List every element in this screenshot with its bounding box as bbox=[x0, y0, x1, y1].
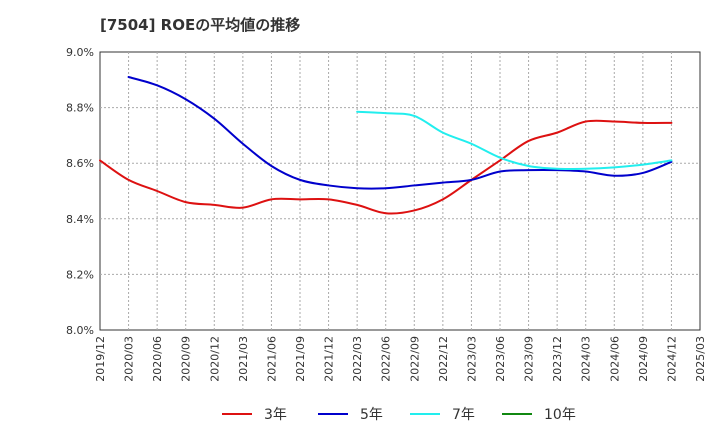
legend-label-2: 7年 bbox=[452, 407, 475, 423]
x-tick-label: 2020/09 bbox=[180, 336, 193, 382]
chart-title: [7504] ROEの平均値の推移 bbox=[100, 16, 301, 34]
x-tick-label: 2021/12 bbox=[323, 336, 336, 382]
x-tick-label: 2021/06 bbox=[265, 336, 278, 382]
x-tick-label: 2024/03 bbox=[580, 336, 593, 382]
x-tick-label: 2022/06 bbox=[380, 336, 393, 382]
legend-label-1: 5年 bbox=[360, 407, 383, 423]
x-tick-label: 2021/03 bbox=[237, 336, 250, 382]
x-tick-label: 2020/03 bbox=[123, 336, 136, 382]
x-tick-label: 2023/12 bbox=[551, 336, 564, 382]
x-tick-label: 2025/03 bbox=[694, 336, 707, 382]
series-line-1 bbox=[127, 76, 673, 190]
x-tick-label: 2020/12 bbox=[208, 336, 221, 382]
plot-area bbox=[99, 51, 701, 331]
y-tick-label: 8.6% bbox=[66, 157, 94, 170]
legend-label-0: 3年 bbox=[264, 407, 287, 423]
y-tick-label: 8.0% bbox=[66, 324, 94, 337]
legend: 3年 5年 7年 10年 bbox=[222, 407, 576, 423]
series-line-0 bbox=[99, 119, 673, 215]
y-tick-label: 9.0% bbox=[66, 46, 94, 59]
x-tick-label: 2024/09 bbox=[637, 336, 650, 382]
x-tick-label: 2023/03 bbox=[465, 336, 478, 382]
plot-frame bbox=[99, 51, 701, 331]
x-tick-label: 2022/12 bbox=[437, 336, 450, 382]
y-tick-label: 8.4% bbox=[66, 213, 94, 226]
x-tick-label: 2023/09 bbox=[523, 336, 536, 382]
legend-label-3: 10年 bbox=[544, 407, 576, 423]
y-tick-label: 8.2% bbox=[66, 268, 94, 281]
x-tick-label: 2022/09 bbox=[408, 336, 421, 382]
x-tick-label: 2019/12 bbox=[94, 336, 107, 382]
x-axis: 2019/12 2020/03 2020/06 2020/09 2020/12 2021/… bbox=[94, 336, 707, 382]
y-axis: 8.0% 8.2% 8.4% 8.6% 8.8% 9.0% bbox=[66, 46, 94, 337]
x-tick-label: 2024/12 bbox=[665, 336, 678, 382]
x-tick-label: 2020/06 bbox=[151, 336, 164, 382]
series-lines bbox=[99, 76, 673, 215]
x-tick-label: 2022/03 bbox=[351, 336, 364, 382]
x-tick-label: 2021/09 bbox=[294, 336, 307, 382]
x-tick-label: 2024/06 bbox=[608, 336, 621, 382]
x-tick-label: 2023/06 bbox=[494, 336, 507, 382]
y-tick-label: 8.8% bbox=[66, 102, 94, 115]
series-line-2 bbox=[356, 110, 673, 171]
grid-lines bbox=[100, 52, 700, 330]
